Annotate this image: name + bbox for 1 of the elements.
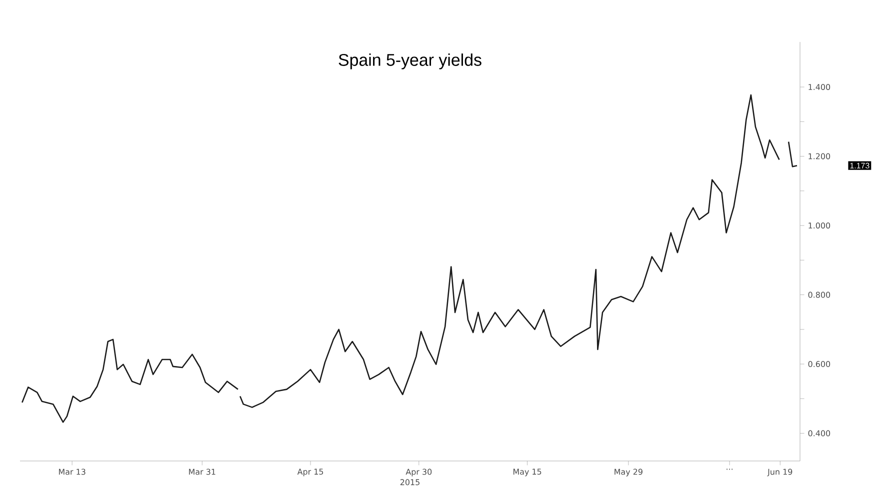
text: Spain 5-year yields bbox=[338, 54, 482, 70]
